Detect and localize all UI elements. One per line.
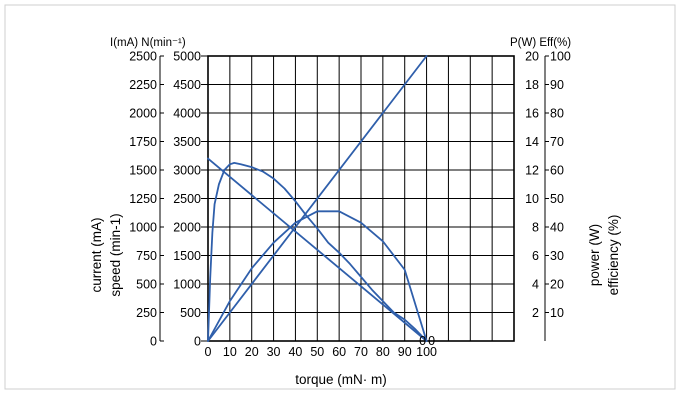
- speed-tick-label: 3500: [173, 135, 201, 149]
- speed-axis-title: speed (min-1): [108, 213, 123, 296]
- current-tick-label: 500: [136, 278, 157, 292]
- power-tick-label: 20: [525, 50, 539, 64]
- current-tick-label: 2000: [129, 107, 157, 121]
- x-tick-label: 90: [398, 345, 412, 359]
- power-tick-label: 18: [525, 78, 539, 92]
- efficiency-tick-label: 80: [550, 107, 564, 121]
- speed-tick-label: 2500: [173, 192, 201, 206]
- speed-tick-label: 5000: [173, 50, 201, 64]
- efficiency-tick-label: 30: [550, 249, 564, 263]
- efficiency-tick-label: 10: [550, 306, 564, 320]
- current-tick-label: 2500: [129, 50, 157, 64]
- speed-tick-label: 1000: [173, 278, 201, 292]
- left-axis-unit-header: I(mA) N(min⁻¹): [110, 37, 186, 49]
- x-tick-label: 30: [267, 345, 281, 359]
- x-tick-label: 80: [376, 345, 390, 359]
- power-tick-label: 2: [532, 306, 539, 320]
- efficiency-axis-title: efficiency (%): [606, 215, 621, 296]
- speed-tick-label: 1500: [173, 249, 201, 263]
- x-tick-label: 60: [332, 345, 346, 359]
- power-tick-label: 12: [525, 164, 539, 178]
- efficiency-tick-label: 50: [550, 192, 564, 206]
- speed-tick-label: 500: [180, 306, 201, 320]
- current-axis-title: current (mA): [89, 217, 104, 292]
- efficiency-tick-label: 90: [550, 78, 564, 92]
- power-tick-label: 16: [525, 107, 539, 121]
- efficiency-curve: [207, 161, 428, 342]
- power-tick-label: 10: [525, 192, 539, 206]
- current-tick-label: 1250: [129, 192, 157, 206]
- speed-tick-label: 4500: [173, 78, 201, 92]
- current-curve: [207, 55, 428, 342]
- curve-end-zero-label: 0: [419, 334, 426, 348]
- power-axis-title: power (W): [587, 224, 602, 286]
- x-tick-label: 10: [223, 345, 237, 359]
- power-curve: [207, 210, 428, 342]
- speed-tick-label: 4000: [173, 107, 201, 121]
- x-tick-label: 100: [416, 345, 437, 359]
- curve-end-zero-label: 0: [428, 334, 435, 348]
- current-tick-label: 1500: [129, 164, 157, 178]
- x-tick-label: 50: [310, 345, 324, 359]
- efficiency-tick-label: 60: [550, 164, 564, 178]
- power-tick-label: 14: [525, 135, 539, 149]
- current-tick-label: 0: [150, 335, 157, 349]
- current-tick-label: 750: [136, 249, 157, 263]
- x-axis-label: torque (mN· m): [295, 372, 387, 387]
- x-tick-label: 40: [288, 345, 302, 359]
- efficiency-tick-label: 70: [550, 135, 564, 149]
- x-tick-label: 0: [205, 345, 212, 359]
- x-tick-label: 20: [245, 345, 259, 359]
- efficiency-tick-label: 40: [550, 221, 564, 235]
- power-tick-label: 6: [532, 249, 539, 263]
- current-tick-label: 1750: [129, 135, 157, 149]
- current-tick-label: 1000: [129, 221, 157, 235]
- speed-tick-label: 0: [194, 335, 201, 349]
- power-tick-label: 4: [532, 278, 539, 292]
- power-tick-label: 8: [532, 221, 539, 235]
- speed-tick-label: 3000: [173, 164, 201, 178]
- efficiency-tick-label: 20: [550, 278, 564, 292]
- right-axis-unit-header: P(W) Eff(%): [510, 37, 571, 49]
- current-tick-label: 250: [136, 306, 157, 320]
- current-tick-label: 2250: [129, 78, 157, 92]
- speed-tick-label: 2000: [173, 221, 201, 235]
- x-tick-label: 70: [354, 345, 368, 359]
- speed-curve: [207, 157, 428, 342]
- efficiency-tick-label: 100: [550, 50, 571, 64]
